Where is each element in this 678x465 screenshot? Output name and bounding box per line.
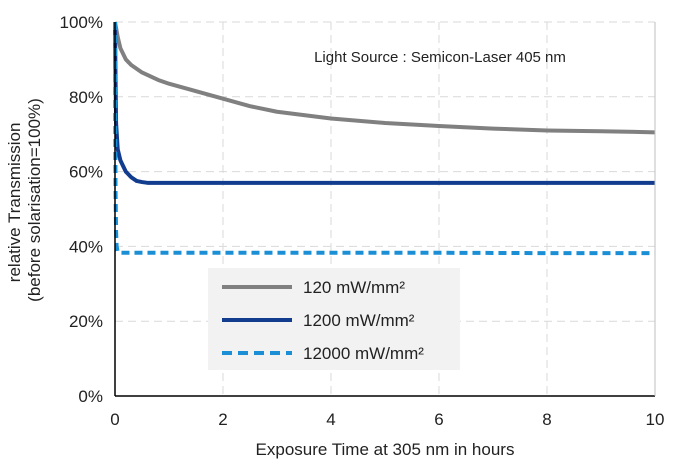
y-tick-label: 40% (69, 237, 103, 256)
y-axis-title-line-2: (before solarisation=100%) (25, 98, 44, 302)
y-tick-label: 100% (60, 13, 103, 32)
series-line-2 (113, 21, 655, 256)
series-group (113, 21, 656, 256)
tick-labels: 0% 20% 40% 60% 80% 100% 0 2 4 6 8 10 (60, 13, 665, 429)
legend: 120 mW/mm² 1200 mW/mm² 12000 mW/mm² (208, 268, 460, 370)
y-axis-title-line-1: relative Transmission (5, 123, 24, 283)
annotation-text: Light Source : Semicon-Laser 405 nm (314, 49, 566, 66)
axes (114, 22, 656, 397)
y-tick-label: 60% (69, 163, 103, 182)
y-tick-label: 20% (69, 312, 103, 331)
y-tick-label: 0% (78, 387, 103, 406)
legend-label-2: 12000 mW/mm² (303, 344, 424, 363)
x-tick-label: 0 (110, 410, 119, 429)
series-line-1 (113, 21, 655, 185)
x-axis-title: Exposure Time at 305 nm in hours (256, 440, 515, 459)
legend-label-1: 1200 mW/mm² (303, 311, 415, 330)
x-tick-label: 4 (326, 410, 335, 429)
legend-label-0: 120 mW/mm² (303, 278, 405, 297)
x-tick-label: 10 (646, 410, 665, 429)
x-tick-label: 2 (218, 410, 227, 429)
x-tick-label: 6 (434, 410, 443, 429)
y-axis-title: relative Transmission (before solarisati… (5, 98, 44, 302)
series-line-0 (113, 21, 656, 135)
x-tick-label: 8 (542, 410, 551, 429)
y-tick-label: 80% (69, 88, 103, 107)
